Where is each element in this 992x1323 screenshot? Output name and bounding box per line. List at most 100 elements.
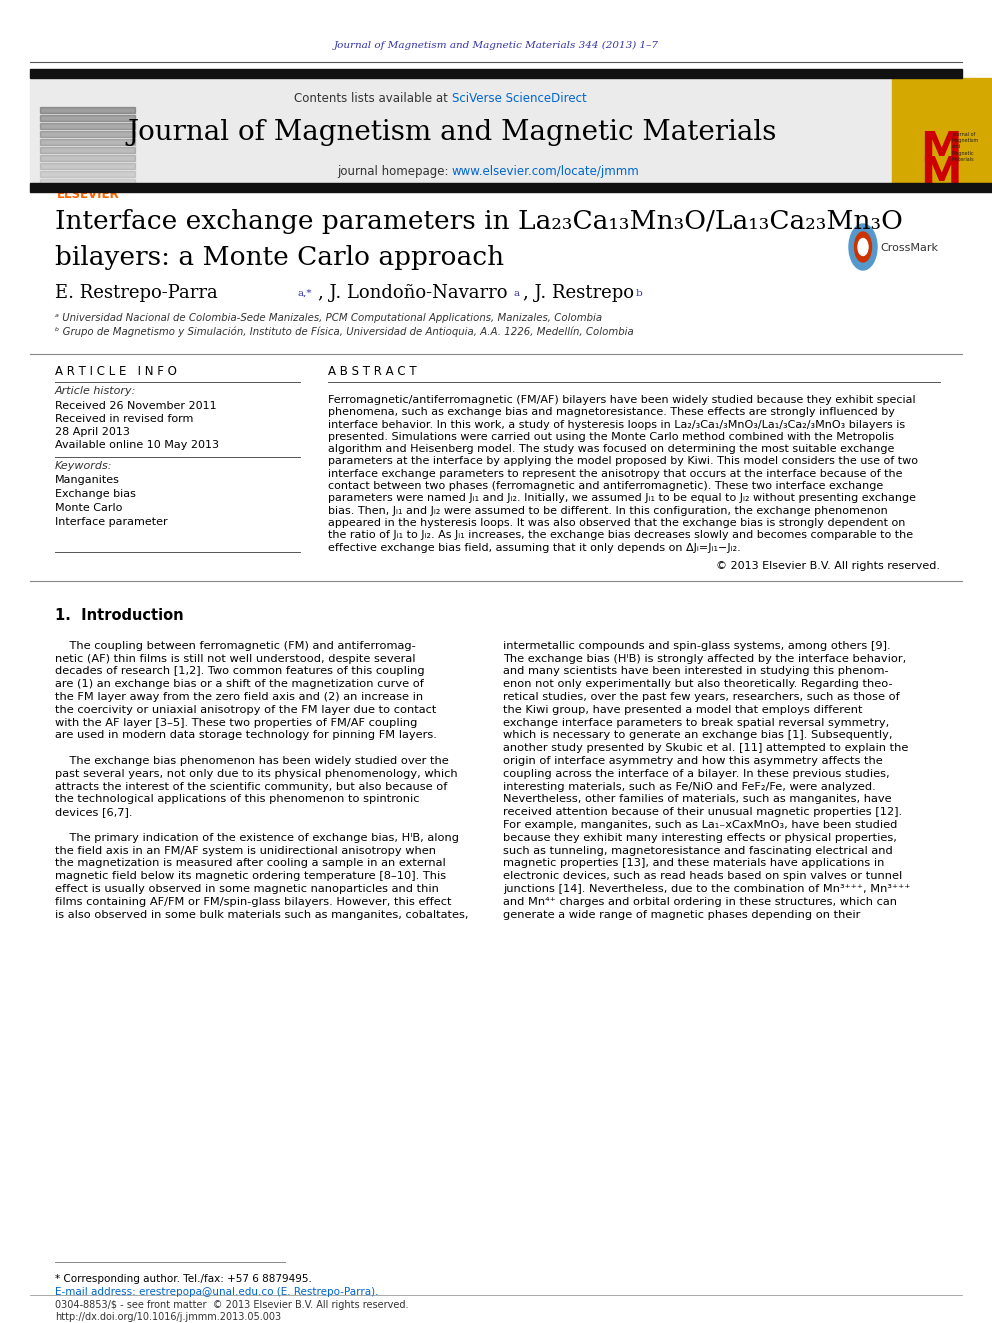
Text: ᵃ Universidad Nacional de Colombia-Sede Manizales, PCM Computational Application: ᵃ Universidad Nacional de Colombia-Sede … — [55, 314, 602, 323]
Text: coupling across the interface of a bilayer. In these previous studies,: coupling across the interface of a bilay… — [503, 769, 890, 779]
Text: Journal of
Magnetism
and
Magnetic
Materials: Journal of Magnetism and Magnetic Materi… — [952, 132, 979, 161]
Text: http://dx.doi.org/10.1016/j.jmmm.2013.05.003: http://dx.doi.org/10.1016/j.jmmm.2013.05… — [55, 1312, 281, 1322]
Text: Keywords:: Keywords: — [55, 460, 112, 471]
Text: 28 April 2013: 28 April 2013 — [55, 427, 130, 437]
Bar — [40, 107, 135, 112]
Text: the magnetization is measured after cooling a sample in an external: the magnetization is measured after cool… — [55, 859, 445, 868]
Text: ELSEVIER: ELSEVIER — [57, 188, 119, 201]
Text: interface exchange parameters to represent the anisotropy that occurs at the int: interface exchange parameters to represe… — [328, 468, 903, 479]
Text: 1.  Introduction: 1. Introduction — [55, 607, 184, 623]
Text: E. Restrepo-Parra: E. Restrepo-Parra — [55, 284, 223, 302]
Text: Journal of Magnetism and Magnetic Materials: Journal of Magnetism and Magnetic Materi… — [127, 119, 777, 146]
Text: another study presented by Skubic et al. [11] attempted to explain the: another study presented by Skubic et al.… — [503, 744, 909, 753]
Text: Manganites: Manganites — [55, 475, 120, 486]
Text: magnetic properties [13], and these materials have applications in: magnetic properties [13], and these mate… — [503, 859, 885, 868]
Text: devices [6,7].: devices [6,7]. — [55, 807, 133, 818]
Text: retical studies, over the past few years, researchers, such as those of: retical studies, over the past few years… — [503, 692, 900, 703]
Text: Interface exchange parameters in La₂₃Ca₁₃Mn₃O/La₁₃Ca₂₃Mn₃O: Interface exchange parameters in La₂₃Ca₁… — [55, 209, 903, 234]
Text: b: b — [636, 288, 643, 298]
Text: Contents lists available at: Contents lists available at — [295, 91, 452, 105]
Text: The exchange bias (HᴵB) is strongly affected by the interface behavior,: The exchange bias (HᴵB) is strongly affe… — [503, 654, 907, 664]
Text: , J. Londoño-Navarro: , J. Londoño-Navarro — [318, 284, 513, 302]
Text: appeared in the hysteresis loops. It was also observed that the exchange bias is: appeared in the hysteresis loops. It was… — [328, 519, 906, 528]
Text: contact between two phases (ferromagnetic and antiferromagnetic). These two inte: contact between two phases (ferromagneti… — [328, 482, 883, 491]
Text: The exchange bias phenomenon has been widely studied over the: The exchange bias phenomenon has been wi… — [55, 757, 448, 766]
Text: junctions [14]. Nevertheless, due to the combination of Mn³⁺⁺⁺, Mn³⁺⁺⁺: junctions [14]. Nevertheless, due to the… — [503, 884, 911, 894]
Text: A R T I C L E   I N F O: A R T I C L E I N F O — [55, 365, 177, 378]
Text: exchange interface parameters to break spatial reversal symmetry,: exchange interface parameters to break s… — [503, 717, 889, 728]
Text: Ferromagnetic/antiferromagnetic (FM/AF) bilayers have been widely studied becaus: Ferromagnetic/antiferromagnetic (FM/AF) … — [328, 396, 916, 405]
Bar — [33, 79, 151, 188]
Text: generate a wide range of magnetic phases depending on their: generate a wide range of magnetic phases… — [503, 910, 860, 919]
Text: magnetic field below its magnetic ordering temperature [8–10]. This: magnetic field below its magnetic orderi… — [55, 872, 446, 881]
Text: Nevertheless, other families of materials, such as manganites, have: Nevertheless, other families of material… — [503, 795, 892, 804]
Bar — [892, 78, 992, 191]
Text: and many scientists have been interested in studying this phenom-: and many scientists have been interested… — [503, 667, 889, 676]
Text: The primary indication of the existence of exchange bias, HᴵB, along: The primary indication of the existence … — [55, 833, 459, 843]
Text: © 2013 Elsevier B.V. All rights reserved.: © 2013 Elsevier B.V. All rights reserved… — [716, 561, 940, 572]
Text: SciVerse ScienceDirect: SciVerse ScienceDirect — [452, 91, 586, 105]
Text: with the AF layer [3–5]. These two properties of FM/AF coupling: with the AF layer [3–5]. These two prope… — [55, 717, 418, 728]
Text: the coercivity or uniaxial anisotropy of the FM layer due to contact: the coercivity or uniaxial anisotropy of… — [55, 705, 436, 714]
Text: the FM layer away from the zero field axis and (2) an increase in: the FM layer away from the zero field ax… — [55, 692, 424, 703]
Text: such as tunneling, magnetoresistance and fascinating electrical and: such as tunneling, magnetoresistance and… — [503, 845, 893, 856]
Bar — [30, 78, 892, 191]
Text: Interface parameter: Interface parameter — [55, 517, 168, 527]
Text: journal homepage:: journal homepage: — [336, 165, 452, 179]
Text: The coupling between ferromagnetic (FM) and antiferromag-: The coupling between ferromagnetic (FM) … — [55, 640, 416, 651]
Text: algorithm and Heisenberg model. The study was focused on determining the most su: algorithm and Heisenberg model. The stud… — [328, 445, 895, 454]
Bar — [30, 183, 992, 192]
Ellipse shape — [858, 238, 868, 255]
Bar — [40, 115, 135, 120]
Text: bilayers: a Monte Carlo approach: bilayers: a Monte Carlo approach — [55, 245, 504, 270]
Text: CrossMark: CrossMark — [880, 243, 938, 253]
Text: Received 26 November 2011: Received 26 November 2011 — [55, 401, 216, 411]
Bar — [40, 179, 135, 185]
Text: a: a — [513, 288, 519, 298]
Text: because they exhibit many interesting effects or physical properties,: because they exhibit many interesting ef… — [503, 833, 897, 843]
Text: M: M — [920, 153, 961, 196]
Text: * Corresponding author. Tel./fax: +57 6 8879495.: * Corresponding author. Tel./fax: +57 6 … — [55, 1274, 311, 1285]
Text: Received in revised form: Received in revised form — [55, 414, 193, 423]
Bar — [40, 147, 135, 153]
Text: decades of research [1,2]. Two common features of this coupling: decades of research [1,2]. Two common fe… — [55, 667, 425, 676]
Text: parameters at the interface by applying the model proposed by Kiwi. This model c: parameters at the interface by applying … — [328, 456, 918, 467]
Text: enon not only experimentally but also theoretically. Regarding theo-: enon not only experimentally but also th… — [503, 679, 893, 689]
Text: M: M — [920, 130, 961, 171]
Bar — [40, 163, 135, 169]
Text: netic (AF) thin films is still not well understood, despite several: netic (AF) thin films is still not well … — [55, 654, 416, 664]
Bar — [40, 171, 135, 177]
Text: the Kiwi group, have presented a model that employs different: the Kiwi group, have presented a model t… — [503, 705, 862, 714]
Text: Article history:: Article history: — [55, 386, 136, 396]
Bar — [30, 69, 962, 78]
Text: attracts the interest of the scientific community, but also because of: attracts the interest of the scientific … — [55, 782, 447, 791]
Text: bias. Then, Jᵢ₁ and Jᵢ₂ were assumed to be different. In this configuration, the: bias. Then, Jᵢ₁ and Jᵢ₂ were assumed to … — [328, 505, 888, 516]
Text: , J. Restrepo: , J. Restrepo — [523, 284, 640, 302]
Ellipse shape — [849, 224, 877, 270]
Text: and Mn⁴⁺ charges and orbital ordering in these structures, which can: and Mn⁴⁺ charges and orbital ordering in… — [503, 897, 897, 906]
Text: are used in modern data storage technology for pinning FM layers.: are used in modern data storage technolo… — [55, 730, 436, 741]
Text: Monte Carlo: Monte Carlo — [55, 503, 122, 513]
Text: received attention because of their unusual magnetic properties [12].: received attention because of their unus… — [503, 807, 902, 818]
Bar — [40, 155, 135, 161]
Text: Available online 10 May 2013: Available online 10 May 2013 — [55, 441, 219, 450]
Text: ᵇ Grupo de Magnetismo y Simulación, Instituto de Física, Universidad de Antioqui: ᵇ Grupo de Magnetismo y Simulación, Inst… — [55, 327, 634, 337]
Bar — [40, 139, 135, 146]
Text: the ratio of Jᵢ₁ to Jᵢ₂. As Jᵢ₁ increases, the exchange bias decreases slowly an: the ratio of Jᵢ₁ to Jᵢ₂. As Jᵢ₁ increase… — [328, 531, 913, 540]
Text: are (1) an exchange bias or a shift of the magnetization curve of: are (1) an exchange bias or a shift of t… — [55, 679, 424, 689]
Ellipse shape — [854, 232, 872, 262]
Text: electronic devices, such as read heads based on spin valves or tunnel: electronic devices, such as read heads b… — [503, 872, 903, 881]
Text: interesting materials, such as Fe/NiO and FeF₂/Fe, were analyzed.: interesting materials, such as Fe/NiO an… — [503, 782, 876, 791]
Text: For example, manganites, such as La₁₋xCaxMnO₃, have been studied: For example, manganites, such as La₁₋xCa… — [503, 820, 898, 830]
Text: parameters were named Jᵢ₁ and Jᵢ₂. Initially, we assumed Jᵢ₁ to be equal to Jᵢ₂ : parameters were named Jᵢ₁ and Jᵢ₂. Initi… — [328, 493, 916, 503]
Text: A B S T R A C T: A B S T R A C T — [328, 365, 417, 378]
Text: past several years, not only due to its physical phenomenology, which: past several years, not only due to its … — [55, 769, 457, 779]
Text: the technological applications of this phenomenon to spintronic: the technological applications of this p… — [55, 795, 420, 804]
Text: the field axis in an FM/AF system is unidirectional anisotropy when: the field axis in an FM/AF system is uni… — [55, 845, 436, 856]
Text: is also observed in some bulk materials such as manganites, cobaltates,: is also observed in some bulk materials … — [55, 910, 468, 919]
Text: Exchange bias: Exchange bias — [55, 490, 136, 499]
Text: films containing AF/FM or FM/spin-glass bilayers. However, this effect: films containing AF/FM or FM/spin-glass … — [55, 897, 451, 906]
Text: interface behavior. In this work, a study of hysteresis loops in La₂/₃Ca₁/₃MnO₃/: interface behavior. In this work, a stud… — [328, 419, 905, 430]
Text: a,*: a,* — [298, 288, 312, 298]
Text: effect is usually observed in some magnetic nanoparticles and thin: effect is usually observed in some magne… — [55, 884, 438, 894]
